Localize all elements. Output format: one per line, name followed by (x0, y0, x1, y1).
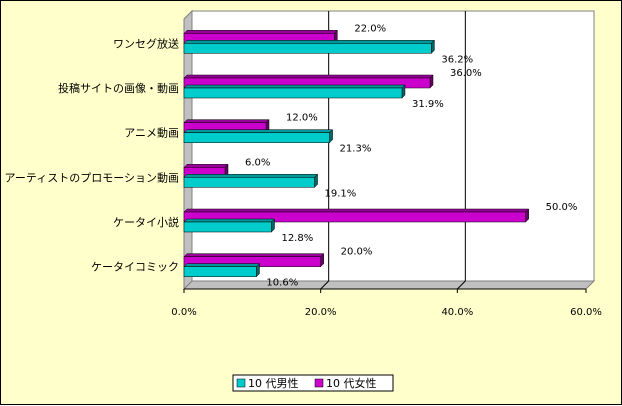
data-label: 20.0% (341, 247, 373, 258)
bar-top-face (183, 253, 325, 257)
data-label: 50.0% (546, 202, 578, 213)
bar-top-face (183, 164, 229, 168)
bar-male (183, 221, 272, 233)
data-label: 12.8% (281, 233, 313, 244)
bar-top-face (183, 84, 406, 89)
bar-female (183, 211, 526, 223)
category-label: アーティストのプロモーション動画 (5, 170, 179, 184)
bar-male (183, 87, 403, 99)
x-tick-label: 40.0% (441, 307, 473, 318)
bar-top-face (183, 129, 334, 133)
bar-top-face (183, 174, 319, 178)
bar-male (183, 177, 315, 188)
x-tick-label: 20.0% (305, 307, 337, 318)
category-label: 投稿サイトの画像・動画 (58, 81, 179, 95)
data-label: 19.1% (325, 188, 357, 199)
legend-label: 10 代女性 (326, 376, 377, 390)
category-label: ケータイコミック (91, 261, 179, 274)
data-label: 31.9% (412, 99, 444, 110)
bar-top-face (183, 208, 530, 213)
bar-top-face (183, 74, 434, 79)
data-label: 10.6% (266, 278, 298, 289)
gridline-floor (320, 280, 330, 290)
bar-male (183, 132, 330, 143)
data-label: 22.0% (354, 23, 386, 34)
bar-top-face (183, 119, 270, 123)
bar-top-face (183, 30, 338, 34)
data-label: 12.0% (286, 113, 318, 124)
category-label: アニメ動画 (124, 126, 179, 140)
category-label: ワンセグ放送 (113, 36, 179, 50)
category-label: ケータイ小説 (113, 215, 179, 229)
gridline-floor (456, 280, 466, 290)
legend-box (232, 374, 394, 392)
bar-top-face (183, 40, 435, 44)
data-label: 21.3% (340, 144, 372, 155)
legend-label: 10 代男性 (248, 376, 299, 390)
legend-swatch (236, 378, 246, 388)
bar-top-face (183, 218, 276, 223)
data-label: 36.2% (441, 54, 473, 65)
data-label: 36.0% (450, 68, 482, 79)
x-tick-label: 60.0% (570, 307, 602, 318)
bar-male (183, 266, 257, 277)
legend-swatch (314, 378, 324, 388)
bar-top-face (183, 263, 261, 267)
bar-male (183, 43, 432, 54)
x-tick-label: 0.0% (171, 307, 196, 318)
data-label: 6.0% (245, 157, 270, 168)
floor (182, 280, 596, 290)
